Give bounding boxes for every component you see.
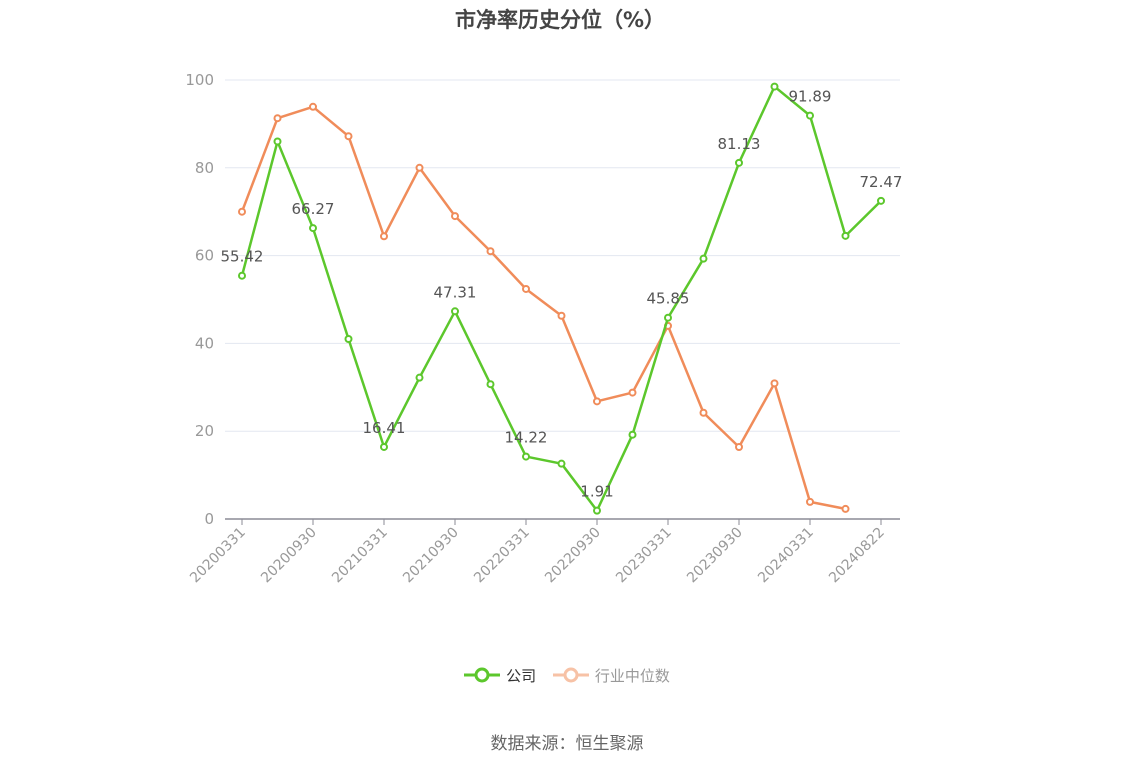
data-label: 72.47 bbox=[860, 173, 903, 191]
x-tick-label: 20220930 bbox=[542, 525, 604, 587]
x-tick-label: 20230331 bbox=[613, 525, 675, 587]
data-point-industry bbox=[735, 443, 743, 452]
data-point-industry bbox=[593, 397, 601, 406]
x-tick-label: 20210930 bbox=[400, 525, 462, 587]
data-point-industry bbox=[380, 232, 388, 241]
data-point-company bbox=[628, 430, 637, 439]
data-point-industry bbox=[344, 132, 353, 141]
data-point-company bbox=[451, 307, 459, 316]
data-point-company bbox=[380, 442, 388, 451]
series-line-industry bbox=[240, 105, 846, 511]
data-point-industry bbox=[557, 311, 566, 320]
data-label: 14.22 bbox=[505, 429, 548, 447]
legend-item-industry[interactable]: 行业中位数 bbox=[552, 663, 670, 687]
data-point-industry bbox=[770, 379, 779, 388]
legend-industry-label: 行业中位数 bbox=[594, 666, 670, 685]
legend-item-company[interactable]: 公司 bbox=[464, 663, 536, 687]
y-tick-label: 20 bbox=[195, 422, 214, 440]
x-tick-label: 20220331 bbox=[471, 525, 533, 587]
legend-company-label: 公司 bbox=[506, 666, 537, 685]
data-label: 47.31 bbox=[434, 283, 477, 301]
data-point-industry bbox=[699, 408, 708, 417]
data-point-company bbox=[841, 231, 850, 240]
data-point-company bbox=[522, 452, 530, 461]
x-tick-label: 20200930 bbox=[258, 525, 320, 587]
data-label: 55.42 bbox=[221, 248, 264, 266]
data-point-industry bbox=[628, 388, 637, 397]
data-label: 66.27 bbox=[292, 200, 335, 218]
y-tick-label: 40 bbox=[195, 334, 214, 352]
data-label: 16.41 bbox=[363, 419, 406, 437]
data-label: 81.13 bbox=[718, 135, 761, 153]
data-point-industry bbox=[806, 497, 814, 506]
y-tick-label: 0 bbox=[204, 510, 214, 528]
data-point-industry bbox=[486, 247, 495, 256]
source-note: 数据来源：恒生聚源 bbox=[490, 734, 644, 754]
series-layer bbox=[238, 82, 885, 515]
data-label: 1.91 bbox=[580, 483, 613, 501]
x-tick-label: 20240822 bbox=[826, 525, 888, 587]
legend: 公司 行业中位数 bbox=[0, 663, 1134, 691]
data-point-industry bbox=[451, 212, 459, 221]
y-tick-label: 100 bbox=[185, 71, 214, 89]
data-point-industry bbox=[273, 114, 282, 123]
x-tick-label: 20240331 bbox=[755, 525, 817, 587]
data-point-company bbox=[735, 158, 743, 167]
x-tick-label: 20210331 bbox=[329, 525, 391, 587]
data-point-company bbox=[664, 313, 672, 322]
data-point-company bbox=[557, 459, 566, 468]
data-labels: 55.42 66.27 16.41 47.31 14.22 1.91 45.85 81.13 9… bbox=[221, 88, 903, 501]
series-line-company bbox=[240, 85, 882, 512]
y-tick-label: 60 bbox=[195, 247, 214, 265]
data-point-company bbox=[699, 254, 708, 263]
data-point-company bbox=[273, 137, 282, 146]
data-point-industry bbox=[841, 504, 850, 513]
legend-industry-swatch-icon bbox=[552, 667, 589, 683]
y-tick-label: 80 bbox=[195, 159, 214, 177]
data-point-company bbox=[344, 335, 353, 344]
data-point-industry bbox=[522, 284, 530, 293]
chart-title: 市净率历史分位（%） bbox=[454, 8, 666, 32]
data-point-industry bbox=[415, 163, 424, 172]
x-axis: 20200331 20200930 20210331 20210930 20220331… bbox=[187, 518, 900, 587]
data-point-industry bbox=[309, 102, 317, 111]
data-point-company bbox=[593, 506, 601, 515]
data-point-company bbox=[415, 373, 424, 382]
data-point-company bbox=[877, 196, 885, 205]
grid-lines bbox=[225, 79, 900, 432]
data-label: 45.85 bbox=[647, 290, 690, 308]
data-point-company bbox=[309, 224, 317, 233]
data-point-company bbox=[770, 82, 779, 91]
x-tick-label: 20200331 bbox=[187, 525, 249, 587]
y-axis-ticks: 0 20 40 60 80 100 bbox=[185, 71, 214, 528]
legend-company-swatch-icon bbox=[464, 667, 501, 683]
data-point-company bbox=[238, 271, 246, 280]
data-point-company bbox=[486, 380, 495, 389]
data-point-industry bbox=[238, 207, 246, 216]
data-point-company bbox=[806, 111, 814, 120]
data-label: 91.89 bbox=[789, 88, 832, 106]
x-tick-label: 20230930 bbox=[684, 525, 746, 587]
